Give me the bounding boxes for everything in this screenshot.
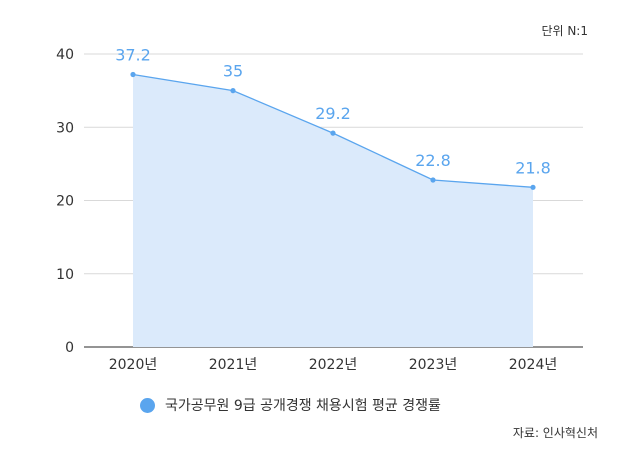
data-point <box>430 177 436 183</box>
data-label: 22.8 <box>415 151 451 170</box>
y-tick-label: 30 <box>56 120 74 136</box>
y-tick-label: 20 <box>56 194 74 210</box>
x-tick-labels: 2020년 2021년 2022년 2023년 2024년 <box>109 357 558 373</box>
data-point <box>330 130 336 136</box>
x-tick-label: 2023년 <box>409 357 458 373</box>
data-point <box>530 184 536 190</box>
data-points <box>130 71 536 190</box>
legend-marker <box>140 397 155 413</box>
legend: 국가공무원 9급 공개경쟁 채용시험 평균 경쟁률 <box>140 395 441 415</box>
legend-label: 국가공무원 9급 공개경쟁 채용시험 평균 경쟁률 <box>165 398 441 414</box>
area-fill <box>133 74 533 347</box>
data-label: 37.2 <box>115 46 151 65</box>
y-tick-label: 40 <box>56 47 74 63</box>
data-label: 35 <box>223 62 243 81</box>
x-tick-label: 2024년 <box>509 357 558 373</box>
data-label: 21.8 <box>515 158 551 177</box>
x-tick-label: 2021년 <box>209 357 258 373</box>
unit-label: 단위 N:1 <box>541 24 588 38</box>
source-label: 자료: 인사혁신처 <box>512 426 598 440</box>
area-fill-path <box>133 74 533 347</box>
y-tick-label: 10 <box>56 267 74 283</box>
x-tick-label: 2022년 <box>309 357 358 373</box>
data-label: 29.2 <box>315 104 351 123</box>
y-tick-labels: 0 10 20 30 40 <box>56 47 74 356</box>
data-labels: 37.2 35 29.2 22.8 21.8 <box>115 46 551 178</box>
data-point <box>130 71 136 78</box>
y-tick-label: 0 <box>65 340 74 356</box>
x-tick-label: 2020년 <box>109 357 158 373</box>
data-point <box>230 88 236 94</box>
